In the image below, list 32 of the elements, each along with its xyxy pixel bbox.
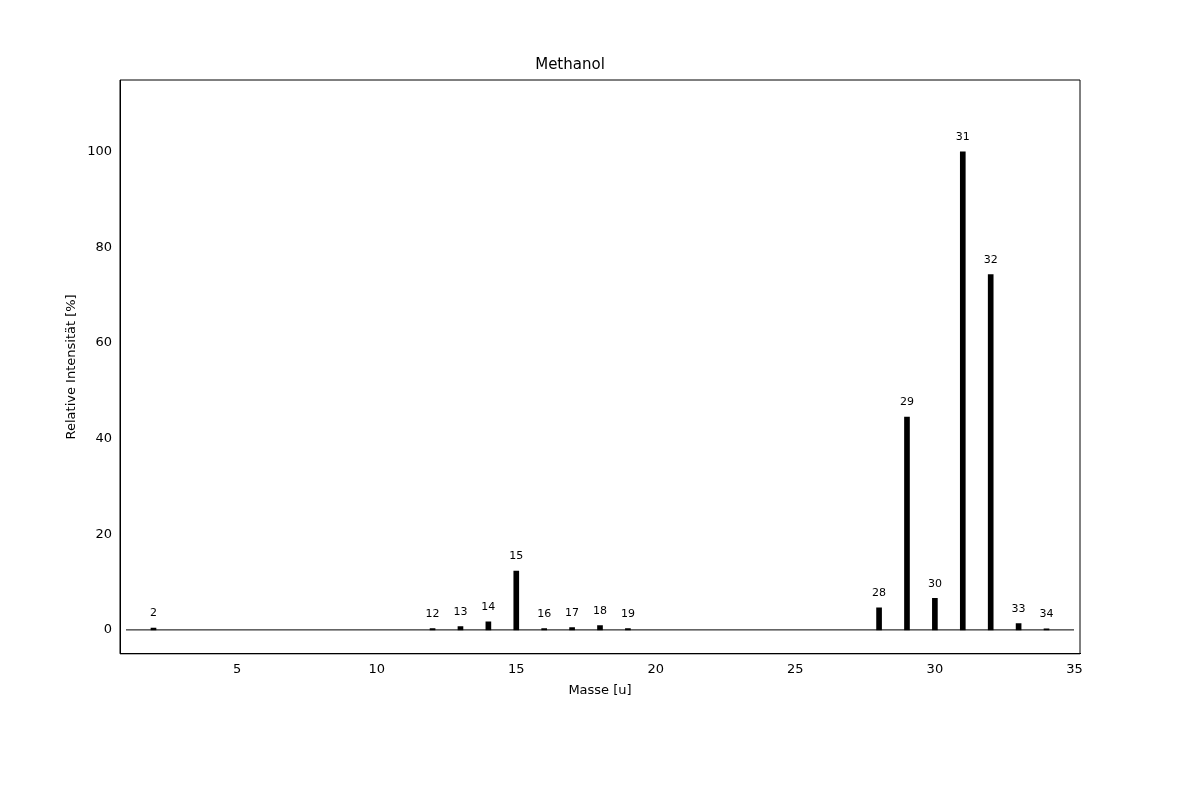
x-tick-label: 20 [647, 660, 665, 676]
annotation: 15 [509, 549, 524, 563]
annotation: 17 [565, 605, 580, 619]
y-tick-label: 0 [103, 621, 112, 637]
x-tick-label: 30 [926, 660, 944, 676]
x-tick-label: 5 [233, 660, 242, 676]
annotation: 14 [481, 600, 496, 614]
annotation: 34 [1039, 607, 1054, 621]
y-tick-label: 80 [95, 238, 112, 254]
annotation: 19 [620, 606, 635, 620]
y-tick-label: 100 [87, 143, 112, 159]
y-axis-title: Relative Intensität [%] [63, 294, 79, 440]
x-axis-title: Masse [u] [568, 681, 632, 697]
y-tick-label: 40 [95, 430, 112, 445]
chart-title: Methanol [535, 54, 605, 73]
annotation: 32 [983, 252, 998, 266]
x-tick-label: 15 [508, 660, 525, 676]
x-tick-label: 35 [1066, 660, 1083, 676]
annotation: 31 [955, 130, 970, 144]
annotation: 28 [872, 586, 887, 600]
annotation: 13 [453, 604, 468, 618]
y-tick-label: 60 [95, 334, 112, 350]
annotation: 29 [899, 395, 914, 409]
x-tick-label: 10 [368, 660, 386, 676]
y-tick-label: 20 [95, 525, 112, 541]
annotation: 2 [149, 606, 157, 620]
annotation: 18 [593, 603, 607, 617]
annotation: 30 [927, 576, 942, 590]
annotation: 33 [1011, 602, 1026, 616]
x-tick-label: 25 [787, 660, 804, 676]
annotation: 12 [425, 606, 440, 620]
annotation: 16 [537, 606, 552, 620]
